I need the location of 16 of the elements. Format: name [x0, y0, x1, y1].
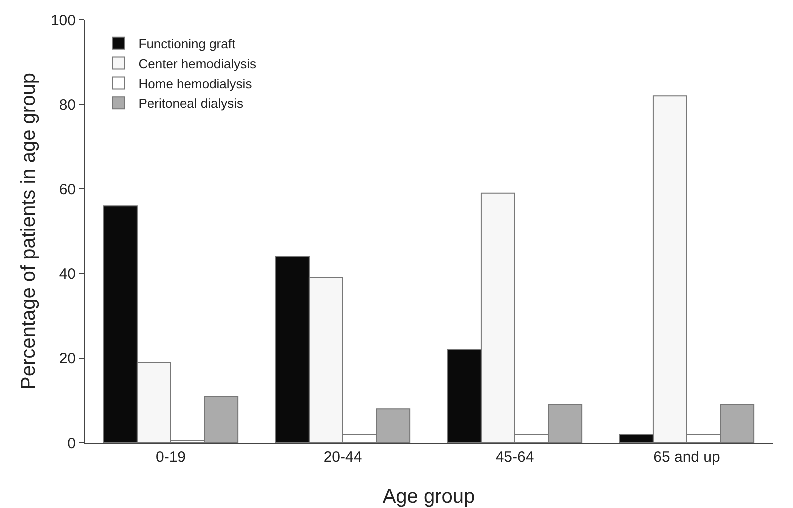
- legend-label: Home hemodialysis: [138, 76, 253, 92]
- y-tick-label: 0: [68, 435, 76, 452]
- legend-label: Peritoneal dialysis: [138, 96, 244, 112]
- legend-label: Functioning graft: [138, 36, 236, 52]
- y-tick-label: 60: [59, 181, 76, 198]
- x-tick-label: 20-44: [324, 449, 362, 466]
- x-tick-label: 65 and up: [654, 449, 720, 466]
- y-tick-label: 100: [50, 12, 76, 30]
- y-tick-label: 80: [59, 96, 76, 114]
- x-axis-title: Age group: [382, 486, 476, 508]
- y-tick-label: 20: [59, 350, 76, 368]
- x-tick-label: 0-19: [156, 449, 186, 466]
- y-axis-title: Percentage of patients in age group: [18, 73, 40, 390]
- legend-label: Center hemodialysis: [138, 56, 258, 72]
- y-tick-label: 40: [59, 266, 76, 284]
- x-tick-label: 45-64: [496, 449, 534, 466]
